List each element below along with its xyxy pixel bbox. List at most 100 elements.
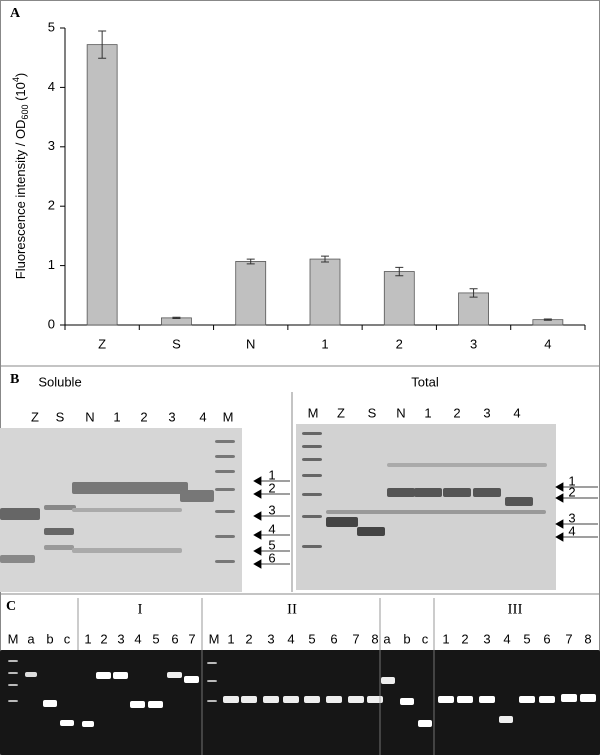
gel-band: [326, 696, 342, 703]
arrow: [253, 559, 290, 569]
lane-label: a: [383, 631, 391, 646]
gel-band: [519, 696, 535, 703]
gel-band: [302, 458, 322, 461]
gel-band: [443, 488, 471, 497]
lane-label: 4: [134, 631, 141, 646]
gel-band: [215, 470, 235, 473]
arrow: [253, 546, 290, 556]
gel-band: [82, 721, 94, 727]
panel-label: C: [6, 599, 16, 614]
gel-band: [72, 482, 108, 494]
gel-band: [0, 555, 35, 563]
bar: [383, 271, 415, 326]
gel-band: [499, 716, 513, 723]
gel-band: [72, 508, 182, 512]
arrow: [253, 530, 290, 540]
gel-band: [302, 515, 322, 518]
lane-label: 5: [523, 631, 530, 646]
gel-band: [44, 545, 74, 550]
arrow: [555, 532, 598, 542]
gel-band: [25, 672, 37, 677]
x-tick-label: S: [172, 336, 181, 351]
y-tick-label: 4: [48, 79, 55, 94]
x-tick-label: 4: [544, 336, 551, 351]
lane-label: a: [27, 631, 35, 646]
lane-label: 1: [113, 409, 120, 424]
gel-band: [302, 545, 322, 548]
x-tick-label: N: [246, 336, 255, 351]
gel-band: [60, 720, 74, 726]
gel-band: [215, 440, 235, 443]
lane-label: 4: [513, 405, 520, 420]
panel-label: B: [10, 372, 19, 387]
gel-band: [539, 696, 555, 703]
gel-band: [302, 493, 322, 496]
lane-label: S: [368, 405, 377, 420]
lane-label: 7: [188, 631, 195, 646]
lane-label: 2: [140, 409, 147, 424]
arrow-label: 6: [268, 550, 275, 565]
lane-label: 6: [330, 631, 337, 646]
y-tick-label: 2: [48, 198, 55, 213]
gel-band: [479, 696, 495, 703]
arrow: [253, 476, 290, 486]
lane-label: 2: [100, 631, 107, 646]
y-axis-label-part: Fluorescence intensity / OD: [13, 120, 28, 280]
gel-band: [215, 488, 235, 491]
gel-band: [130, 701, 145, 708]
lane-label: N: [85, 409, 94, 424]
lane-label: 5: [308, 631, 315, 646]
arrow: [253, 511, 290, 521]
gel-band: [8, 700, 18, 702]
gel-band: [400, 698, 414, 705]
gel-band: [215, 455, 235, 458]
lane-label: Z: [337, 405, 345, 420]
lane-label: 2: [453, 405, 460, 420]
lane-label: 3: [168, 409, 175, 424]
gel-band: [473, 488, 501, 497]
gel-band: [96, 672, 111, 679]
lane-label: 3: [483, 405, 490, 420]
gel-band: [367, 696, 383, 703]
gel-band: [0, 650, 600, 755]
gel-band: [357, 527, 385, 536]
gel-band: [128, 482, 162, 494]
gel-band: [580, 694, 596, 702]
gel-band: [223, 696, 239, 703]
gel-band: [207, 680, 217, 682]
bar: [235, 261, 267, 326]
lane-label: 4: [287, 631, 294, 646]
gel-band: [387, 488, 415, 497]
lane-label: 1: [424, 405, 431, 420]
y-axis-label-sup: 4: [11, 77, 21, 82]
gel-band: [304, 696, 320, 703]
y-axis-label-part: ): [13, 73, 28, 77]
group-label: I: [138, 601, 143, 617]
error-bar: [98, 30, 107, 59]
gel-band: [326, 517, 358, 527]
gel-band: [207, 700, 217, 702]
gel-band: [457, 696, 473, 703]
y-axis-label-part: (10: [13, 82, 28, 104]
bar: [86, 44, 118, 326]
lane-label: 1: [84, 631, 91, 646]
gel-band: [381, 677, 395, 684]
lane-label: 2: [245, 631, 252, 646]
gel-band: [44, 505, 76, 510]
lane-label: c: [64, 631, 71, 646]
error-bar: [246, 258, 255, 265]
gel-band: [418, 720, 432, 727]
error-bar: [395, 266, 404, 277]
arrow: [253, 489, 290, 499]
gel-band: [241, 696, 257, 703]
arrow-label: 4: [568, 523, 575, 538]
gel-band: [215, 535, 235, 538]
lane-label: 4: [503, 631, 510, 646]
lane-label: 3: [483, 631, 490, 646]
y-tick-label: 5: [48, 19, 55, 34]
lane-label: 6: [171, 631, 178, 646]
x-tick-label: Z: [98, 336, 106, 351]
gel-band: [100, 482, 134, 494]
x-tick-label: 1: [321, 336, 328, 351]
